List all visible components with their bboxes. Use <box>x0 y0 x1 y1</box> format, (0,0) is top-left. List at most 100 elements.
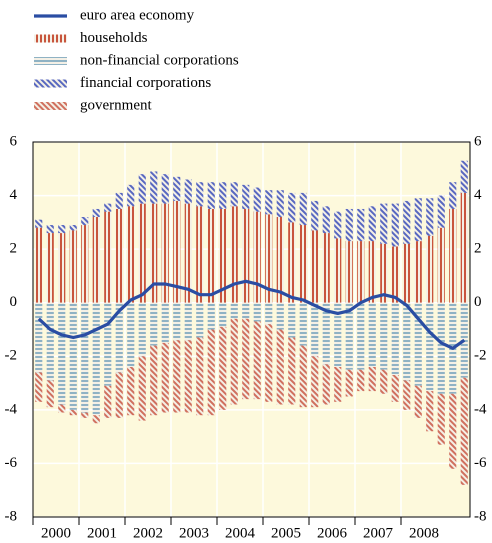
bar <box>127 206 135 303</box>
line <box>37 279 466 350</box>
bar <box>253 187 261 212</box>
bar <box>81 302 89 413</box>
bar <box>276 217 284 303</box>
bar <box>334 367 342 402</box>
bar <box>115 372 123 418</box>
bar <box>219 326 227 410</box>
bar <box>345 369 353 397</box>
bar <box>58 404 66 413</box>
y-tick-label: 4 <box>10 187 18 203</box>
bar <box>265 214 273 303</box>
legend-label: households <box>80 30 148 46</box>
bar <box>265 324 273 402</box>
bar <box>58 302 66 405</box>
bar <box>426 391 434 432</box>
bar <box>46 380 54 408</box>
bar <box>35 302 43 373</box>
bar <box>173 200 181 303</box>
bar <box>207 302 215 330</box>
bar <box>81 225 89 303</box>
bar <box>104 302 112 386</box>
bar <box>299 302 307 346</box>
bar <box>242 302 250 319</box>
bar <box>403 243 411 303</box>
bar <box>265 302 273 325</box>
bar <box>115 192 123 209</box>
bar <box>173 176 181 201</box>
bar <box>460 192 468 303</box>
bar <box>69 225 77 231</box>
bar <box>184 340 192 413</box>
bar <box>173 340 181 413</box>
bar <box>391 375 399 402</box>
bar <box>219 182 227 209</box>
bar <box>299 345 307 408</box>
y2-tick-label: 6 <box>474 133 482 149</box>
bar <box>69 230 77 303</box>
bar <box>299 225 307 303</box>
bar <box>115 208 123 303</box>
bar <box>311 200 319 231</box>
bar <box>138 356 146 421</box>
bar <box>449 208 457 303</box>
x-tick-label: 2000 <box>41 525 71 541</box>
bar <box>380 302 388 370</box>
x-tick-label: 2008 <box>409 525 439 541</box>
legend-swatch <box>34 57 67 65</box>
bar <box>414 241 422 303</box>
bar <box>58 225 66 234</box>
bar <box>311 356 319 408</box>
bar <box>368 367 376 392</box>
bar <box>253 321 261 400</box>
bar <box>58 233 66 303</box>
y-tick-label: 0 <box>10 294 18 310</box>
bar <box>138 302 146 357</box>
bar <box>391 246 399 303</box>
bar <box>357 369 365 392</box>
bar <box>242 318 250 400</box>
bar <box>403 380 411 410</box>
bar <box>35 219 43 228</box>
y-tick-label: -6 <box>5 455 18 471</box>
bar <box>230 206 238 303</box>
bar <box>380 243 388 303</box>
bar <box>161 302 169 343</box>
bar <box>322 364 330 405</box>
bar <box>150 302 158 346</box>
legend-label: government <box>80 97 152 113</box>
bar <box>437 227 445 303</box>
bar <box>81 412 89 418</box>
bar <box>357 208 365 242</box>
bar <box>219 208 227 303</box>
y2-tick-label: 0 <box>474 294 482 310</box>
legend-label: non-financial corporations <box>80 52 239 68</box>
bar <box>299 192 307 226</box>
bar <box>92 217 100 303</box>
bar <box>311 230 319 303</box>
bar <box>115 302 123 373</box>
bar <box>276 329 284 405</box>
bar <box>449 182 457 209</box>
legend-swatch <box>34 102 67 110</box>
bar <box>322 233 330 303</box>
bar <box>357 241 365 303</box>
bar <box>184 203 192 303</box>
bar <box>426 198 434 236</box>
legend-label: euro area economy <box>80 7 195 23</box>
y2-tick-label: 2 <box>474 241 482 257</box>
bar <box>92 208 100 217</box>
legend-swatch <box>34 79 67 88</box>
bar <box>196 337 204 416</box>
bar <box>196 182 204 207</box>
bar <box>380 203 388 244</box>
bar <box>127 367 135 416</box>
bar <box>104 385 112 418</box>
bar <box>69 409 77 416</box>
bar <box>35 372 43 402</box>
bar <box>242 184 250 209</box>
bar <box>104 203 112 212</box>
bar <box>345 208 353 242</box>
bar <box>322 302 330 365</box>
bar <box>288 192 296 223</box>
